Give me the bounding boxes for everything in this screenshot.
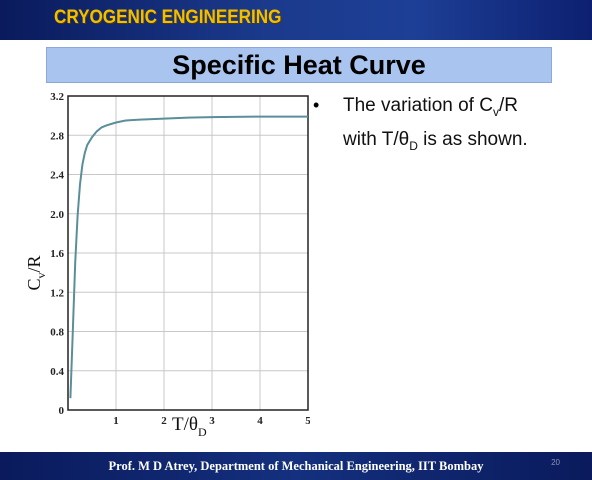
footer-credit: Prof. M D Atrey, Department of Mechanica… (108, 459, 484, 473)
x-tick-label: 4 (257, 415, 263, 427)
bullet-text: The variation of Cv/R with T/θD is as sh… (343, 95, 528, 153)
page-number: 20 (551, 458, 560, 467)
bullet-marker: • (313, 95, 320, 115)
x-tick-label: 2 (161, 415, 167, 427)
slide-title: Specific Heat Curve (172, 50, 426, 80)
y-tick-label: 2.8 (50, 130, 64, 142)
x-tick-label: 3 (209, 415, 215, 427)
y-tick-label: 3.2 (50, 91, 64, 103)
y-tick-labels: 0 0.4 0.8 1.2 1.6 2.0 2.4 2.8 3.2 (50, 91, 64, 417)
x-tick-label: 1 (113, 415, 119, 427)
slide-title-box: Specific Heat Curve (46, 47, 552, 83)
y-tick-label: 0.8 (50, 327, 64, 339)
plot-frame (67, 95, 309, 411)
y-tick-label: 2.4 (50, 170, 64, 182)
course-title: CRYOGENIC ENGINEERING (54, 7, 282, 28)
y-tick-label: 2.0 (50, 209, 64, 221)
y-tick-label: 0.4 (50, 366, 64, 378)
x-axis-label: T/θD (172, 414, 207, 438)
specific-heat-chart: 0 0.4 0.8 1.2 1.6 2.0 2.4 2.8 3.2 1 2 3 4 5 Cv/R T/θ… (24, 91, 310, 438)
y-tick-label: 1.6 (50, 248, 64, 260)
y-axis-label: Cv/R (24, 255, 48, 290)
chart-grid (68, 96, 308, 410)
x-tick-labels: 1 2 3 4 5 (113, 415, 310, 427)
header-bar: CRYOGENIC ENGINEERING (0, 0, 592, 40)
footer-bar: Prof. M D Atrey, Department of Mechanica… (0, 452, 592, 480)
y-tick-label: 1.2 (50, 287, 64, 299)
series-line (69, 115, 308, 399)
y-tick-label: 0 (59, 405, 65, 417)
x-tick-label: 5 (305, 415, 310, 427)
